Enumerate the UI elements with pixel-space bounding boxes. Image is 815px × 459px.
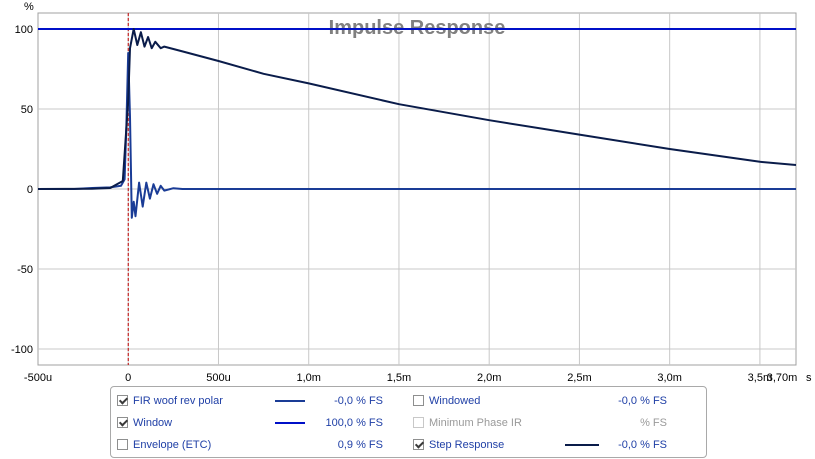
legend-panel: FIR woof rev polar -0,0 % FS Windowed -0…: [110, 386, 707, 458]
legend-value: -0,0 % FS: [618, 395, 667, 407]
legend-label: Envelope (ETC): [133, 439, 212, 451]
window-checkbox[interactable]: [117, 417, 128, 428]
legend-value: 0,9 % FS: [337, 439, 383, 451]
x-tick-label: 0: [125, 372, 131, 384]
series-line-fir-woof-rev-polar: [38, 52, 796, 219]
legend-value: % FS: [640, 417, 667, 429]
legend-item-fir-woof-rev-polar[interactable]: FIR woof rev polar -0,0 % FS: [117, 392, 387, 410]
windowed-checkbox[interactable]: [413, 395, 424, 406]
x-tick-label: 500u: [206, 372, 230, 384]
series-swatch: [275, 422, 305, 424]
x-tick-label: 3,70m: [767, 372, 798, 384]
y-axis-label: %: [24, 1, 34, 13]
legend-label: FIR woof rev polar: [133, 395, 223, 407]
x-tick-label: 2,5m: [567, 372, 591, 384]
legend-value: 100,0 % FS: [325, 417, 383, 429]
y-tick-label: 50: [21, 104, 33, 116]
envelope-checkbox[interactable]: [117, 439, 128, 450]
y-tick-label: 0: [27, 184, 33, 196]
legend-item-step-response[interactable]: Step Response -0,0 % FS: [413, 436, 703, 454]
legend-label: Windowed: [429, 395, 481, 407]
y-tick-label: -100: [11, 344, 33, 356]
legend-value: -0,0 % FS: [334, 395, 383, 407]
x-tick-label: 1,5m: [387, 372, 411, 384]
fir-woof-checkbox[interactable]: [117, 395, 128, 406]
minimum-phase-checkbox: [413, 417, 424, 428]
legend-label: Window: [133, 417, 173, 429]
x-tick-label: -500u: [24, 372, 52, 384]
series-swatch: [275, 400, 305, 402]
x-tick-label: 3,5m: [748, 372, 772, 384]
legend-item-windowed[interactable]: Windowed -0,0 % FS: [413, 392, 703, 410]
series-swatch: [565, 444, 599, 446]
impulse-response-chart[interactable]: -500u 0 500u 1,0m 1,5m 2,0m 2,5m 3,0m 3,5m3,70m s…: [0, 0, 815, 385]
legend-value: -0,0 % FS: [618, 439, 667, 451]
x-tick-label: 1,0m: [296, 372, 320, 384]
y-tick-label: -50: [17, 264, 33, 276]
legend-item-window[interactable]: Window 100,0 % FS: [117, 414, 387, 432]
x-tick-label: 3,0m: [657, 372, 681, 384]
legend-label: Minimum Phase IR: [429, 417, 522, 429]
legend-item-envelope-etc[interactable]: Envelope (ETC) 0,9 % FS: [117, 436, 387, 454]
x-tick-label: 2,0m: [477, 372, 501, 384]
legend-item-minimum-phase-ir: Minimum Phase IR % FS: [413, 414, 703, 432]
x-unit-label: s: [806, 372, 812, 384]
y-tick-label: 100: [15, 24, 33, 36]
step-response-checkbox[interactable]: [413, 439, 424, 450]
series-line-step-response: [38, 28, 796, 190]
legend-label: Step Response: [429, 439, 505, 451]
